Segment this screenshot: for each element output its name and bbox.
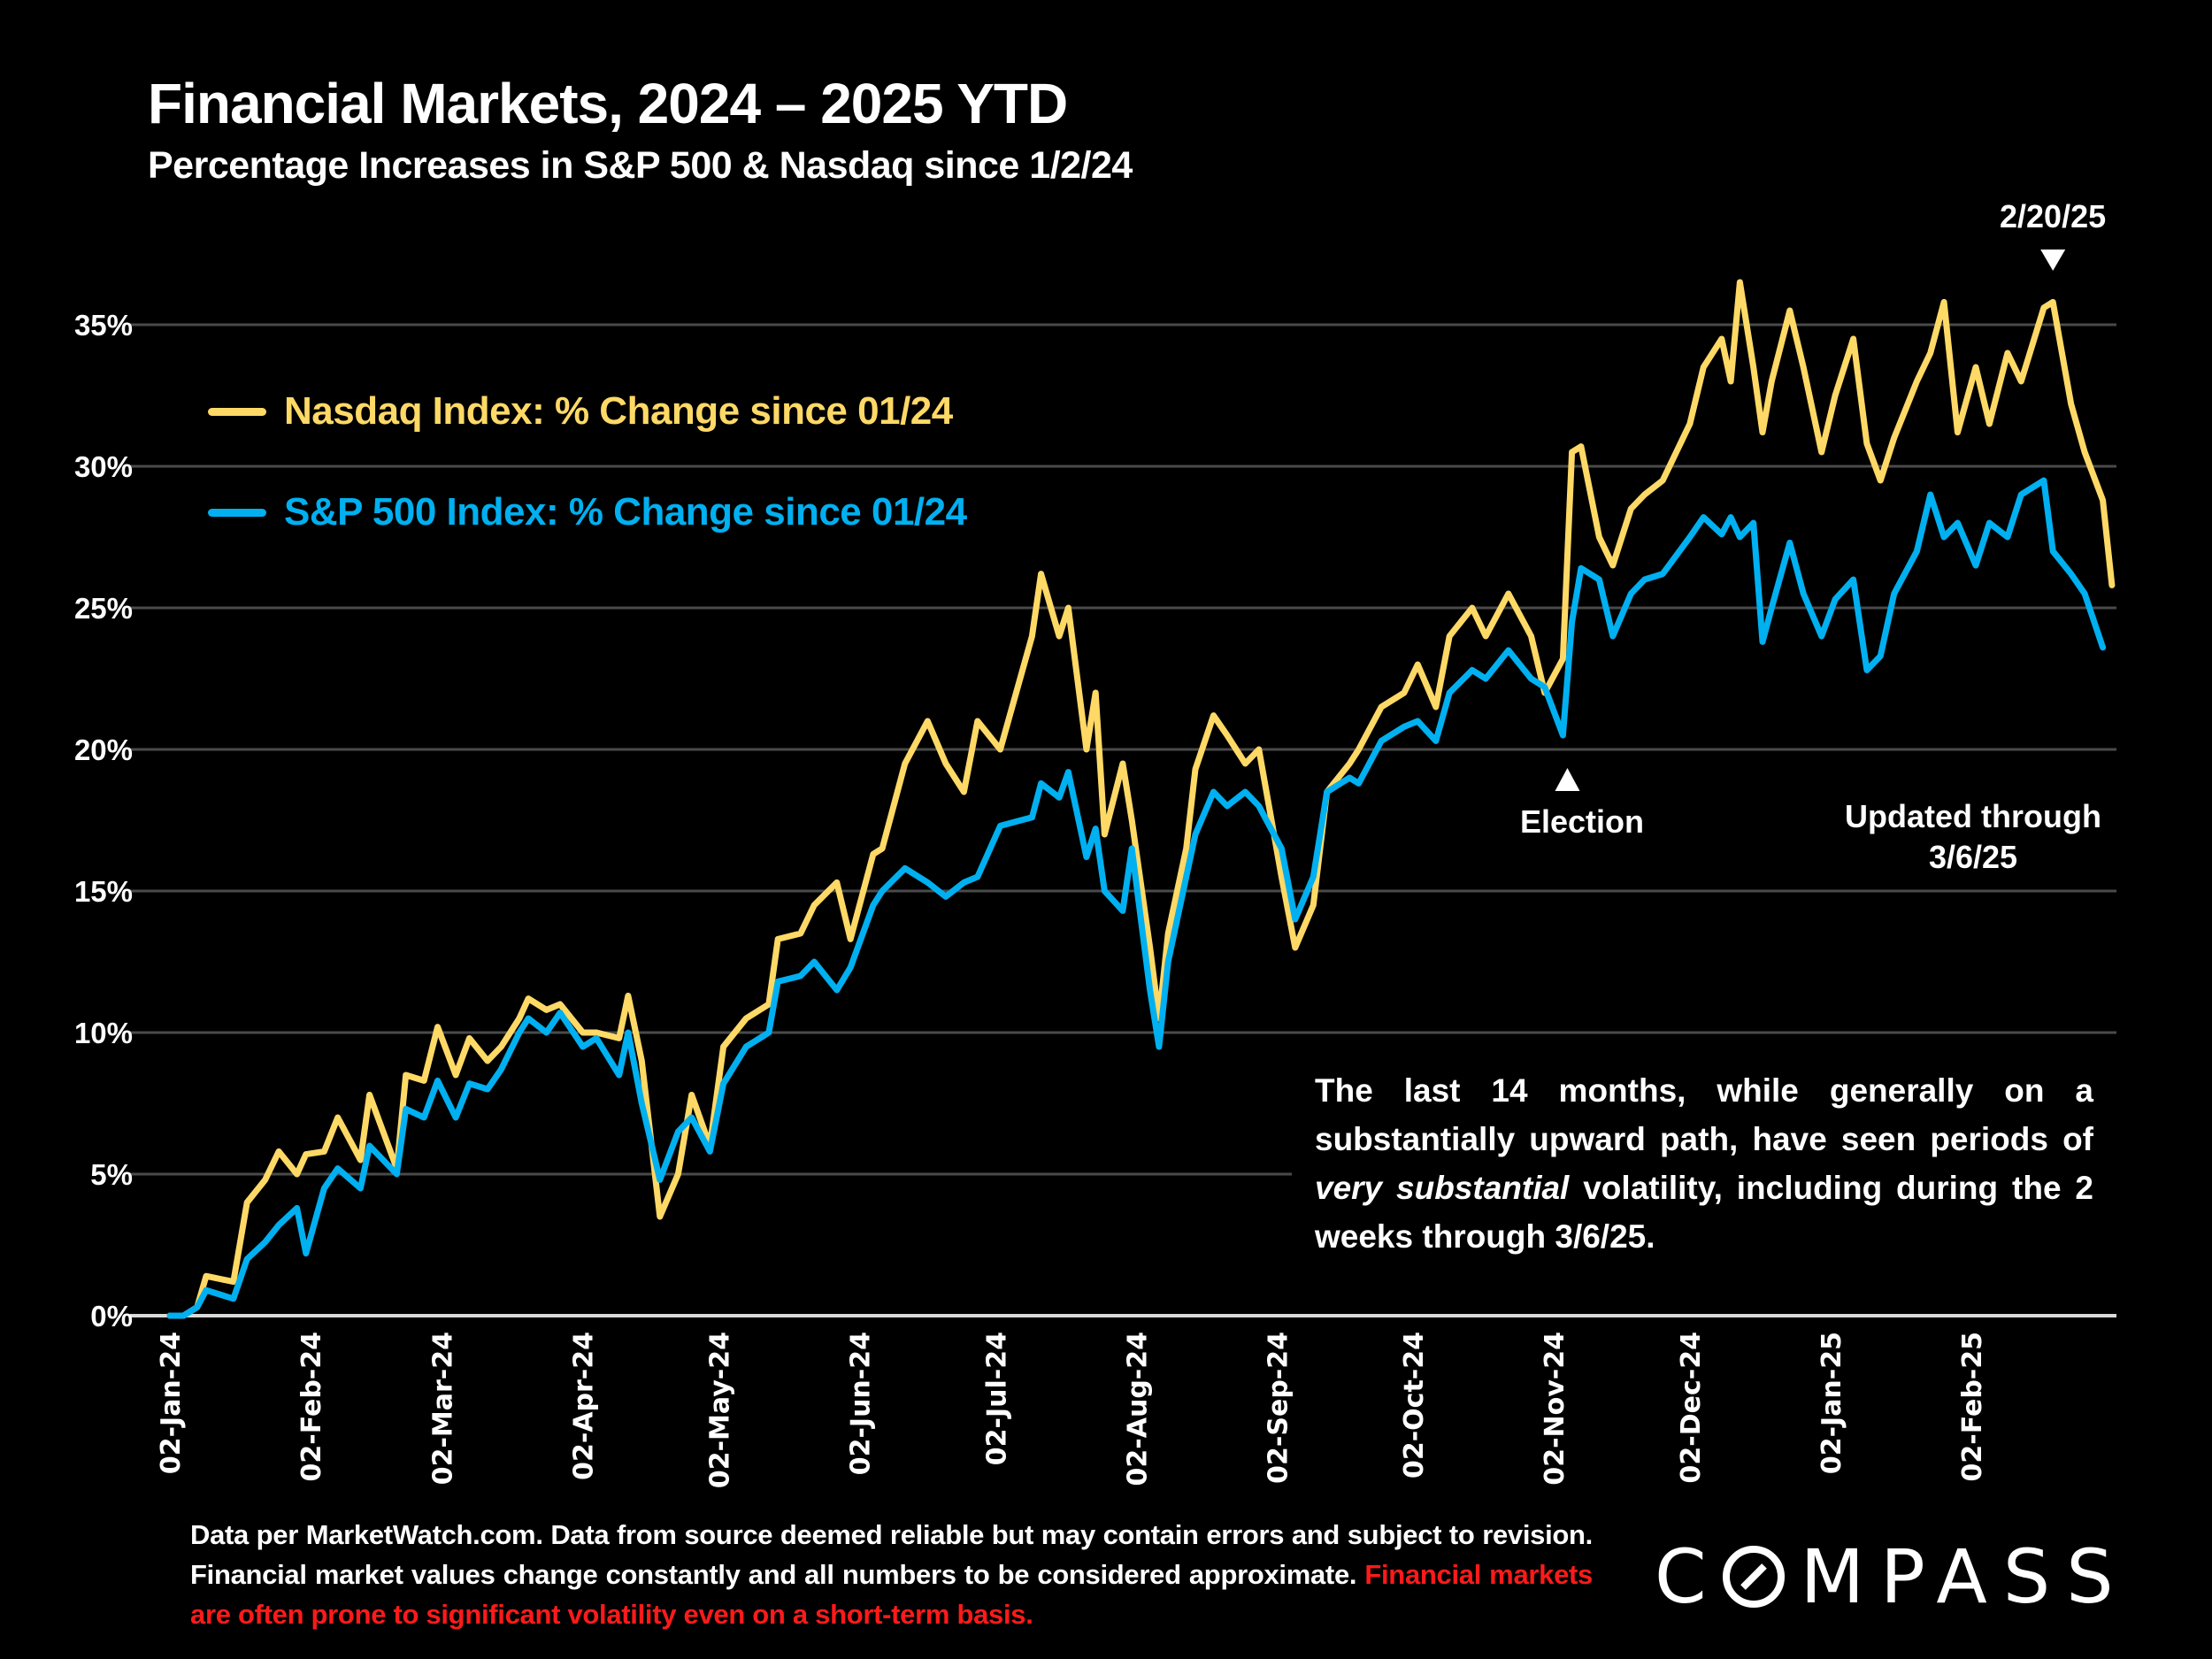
- updated-line-2: 3/6/25: [1928, 839, 2018, 875]
- note-text-1: The last 14 months, while generally on a…: [1315, 1072, 2093, 1157]
- sp500-legend-label: S&P 500 Index: % Change since 01/24: [284, 490, 967, 534]
- compass-o-slash-icon: [1722, 1546, 1785, 1608]
- commentary-note: The last 14 months, while generally on a…: [1292, 1057, 2116, 1270]
- peak-date-label: 2/20/25: [2000, 198, 2107, 234]
- compass-logo: C MPASS: [1655, 1533, 2130, 1620]
- note-text-2: volatility, including during the 2 weeks…: [1315, 1170, 2093, 1255]
- legend-item-sp500: S&P 500 Index: % Change since 01/24: [208, 490, 967, 534]
- x-axis-ticks: 02-Jan-24 02-Feb-24 02-Mar-24 02-Apr-24 02-M…: [156, 1332, 1988, 1488]
- updated-through-label: Updated through 3/6/25: [1823, 796, 2124, 878]
- y-tick-label: 0%: [90, 1300, 133, 1333]
- y-tick-label: 30%: [74, 450, 133, 483]
- page-subtitle: Percentage Increases in S&P 500 & Nasdaq…: [148, 144, 1133, 187]
- x-tick-label: 02-Mar-24: [428, 1332, 459, 1485]
- x-tick-label: 02-May-24: [705, 1332, 736, 1488]
- x-tick-label: 02-Dec-24: [1676, 1332, 1707, 1483]
- y-axis-ticks: 0% 5% 10% 15% 20% 25% 30% 35%: [74, 309, 133, 1333]
- y-tick-label: 25%: [74, 592, 133, 625]
- y-tick-label: 20%: [74, 733, 133, 766]
- x-tick-label: 02-Apr-24: [569, 1332, 600, 1480]
- x-tick-label: 02-Jan-24: [156, 1332, 187, 1474]
- nasdaq-legend-swatch: [208, 407, 266, 416]
- x-tick-label: 02-Nov-24: [1540, 1332, 1571, 1486]
- x-tick-label: 02-Sep-24: [1263, 1332, 1294, 1484]
- election-label: Election: [1520, 803, 1645, 840]
- x-tick-label: 02-Oct-24: [1399, 1332, 1430, 1479]
- nasdaq-legend-label: Nasdaq Index: % Change since 01/24: [284, 389, 953, 433]
- x-tick-label: 02-Aug-24: [1122, 1332, 1153, 1486]
- sp500-line: [166, 477, 2107, 1319]
- footer-text: Data per MarketWatch.com. Data from sour…: [190, 1519, 1593, 1590]
- series-lines: [166, 279, 2116, 1319]
- election-marker-triangle-icon: [1555, 768, 1580, 791]
- x-tick-label: 02-Jul-24: [981, 1332, 1012, 1465]
- x-tick-label: 02-Feb-25: [1957, 1332, 1988, 1482]
- annotation-markers: [1555, 250, 2066, 791]
- peak-marker-triangle-icon: [2040, 250, 2066, 271]
- footer-disclaimer: Data per MarketWatch.com. Data from sour…: [190, 1515, 1593, 1634]
- logo-text-c: C: [1655, 1533, 1723, 1620]
- note-text-emphasis: very substantial: [1315, 1170, 1570, 1206]
- legend-item-nasdaq: Nasdaq Index: % Change since 01/24: [208, 389, 953, 434]
- sp500-legend-swatch: [208, 508, 266, 517]
- y-tick-label: 5%: [90, 1158, 133, 1191]
- footer-warning: Financial markets are often prone to sig…: [190, 1559, 1593, 1630]
- x-tick-label: 02-Jun-24: [845, 1332, 876, 1475]
- logo-text-mpass: MPASS: [1800, 1533, 2130, 1620]
- updated-line-1: Updated through: [1845, 798, 2101, 834]
- y-tick-label: 15%: [74, 875, 133, 908]
- x-tick-label: 02-Feb-24: [296, 1332, 327, 1482]
- page-title: Financial Markets, 2024 – 2025 YTD: [148, 72, 1068, 135]
- x-tick-label: 02-Jan-25: [1816, 1332, 1847, 1474]
- y-tick-label: 35%: [74, 309, 133, 342]
- y-tick-label: 10%: [74, 1017, 133, 1049]
